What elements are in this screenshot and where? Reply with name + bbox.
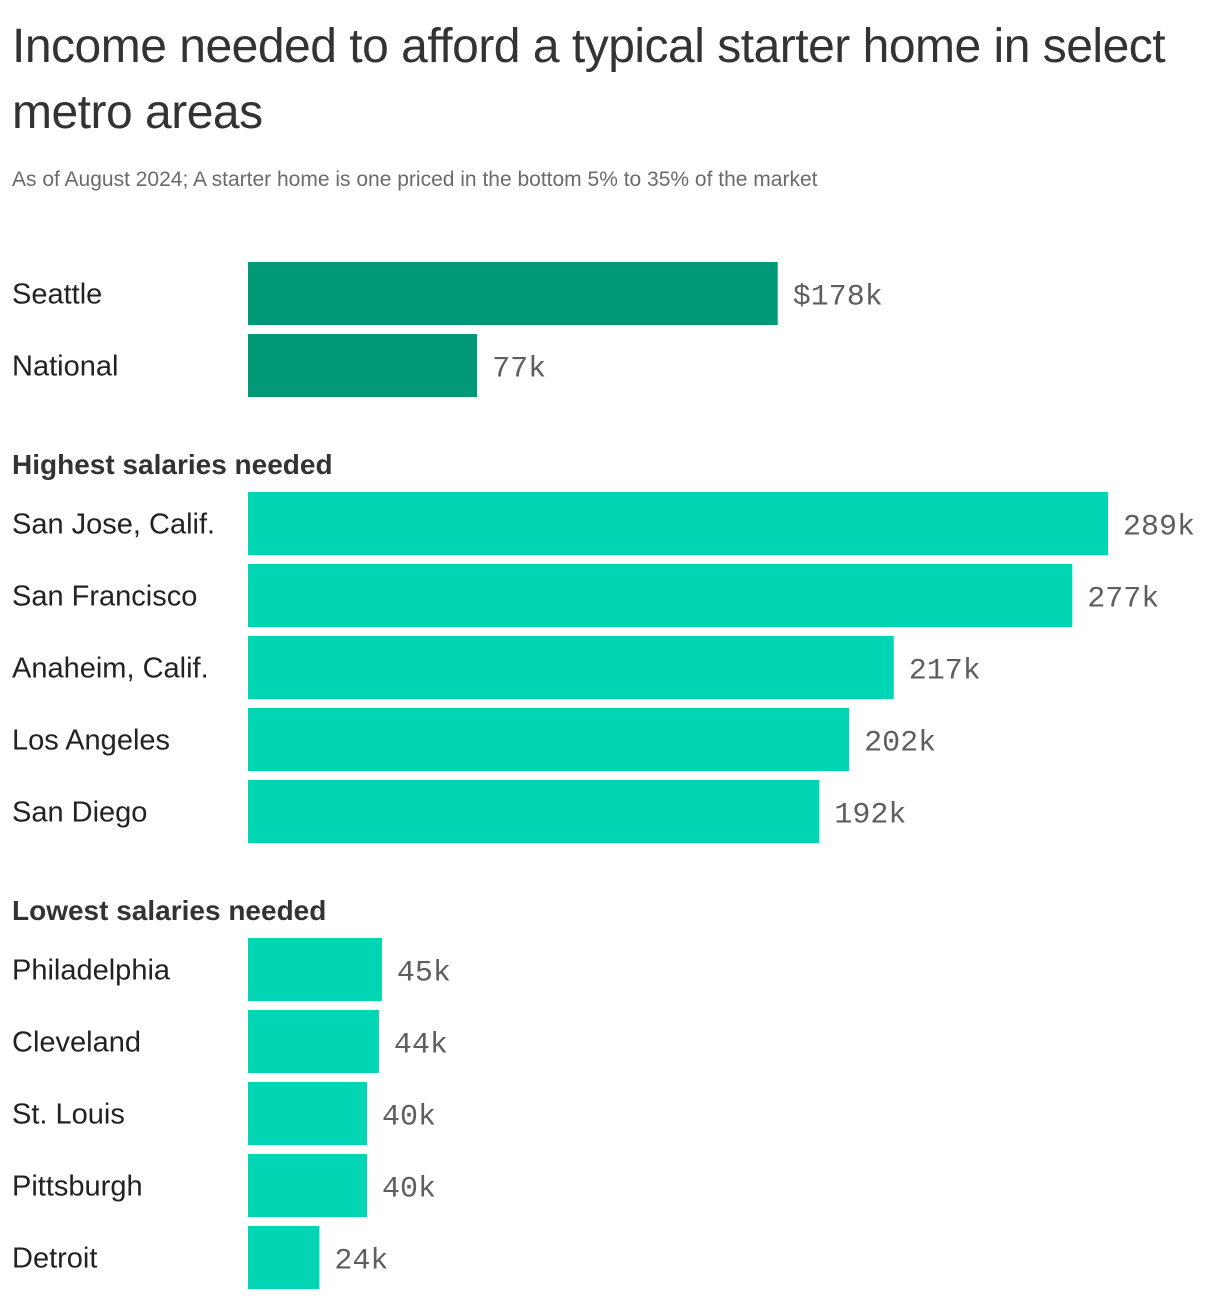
bar [248,1082,368,1145]
bar [248,262,778,325]
bar [248,334,478,397]
value-label: 45k [397,957,451,991]
group-label: Lowest salaries needed [12,895,326,926]
bar [248,1010,379,1073]
bar [248,564,1073,627]
bar [248,938,382,1001]
bar [248,780,820,843]
chart-title: Income needed to afford a typical starte… [12,20,1166,139]
bar [248,1226,320,1289]
category-label: San Francisco [12,581,197,613]
value-label: 289k [1123,511,1195,545]
category-label: National [12,351,118,383]
group-label: Highest salaries needed [12,449,333,480]
value-label: 217k [909,655,981,689]
value-label: 40k [382,1173,436,1207]
value-label: 24k [334,1245,388,1279]
chart-subtitle: As of August 2024; A starter home is one… [12,168,818,191]
value-label: 202k [864,727,936,761]
value-label: 40k [382,1101,436,1135]
category-label: Los Angeles [12,725,170,757]
category-label: Anaheim, Calif. [12,653,209,685]
value-label: 277k [1087,583,1159,617]
category-label: San Diego [12,797,147,829]
category-label: Pittsburgh [12,1171,143,1203]
value-label: 77k [492,353,546,387]
category-label: Cleveland [12,1027,141,1059]
bar [248,708,850,771]
category-label: Seattle [12,279,102,311]
value-label: 44k [394,1029,448,1063]
category-label: Detroit [12,1243,97,1275]
category-label: Philadelphia [12,955,171,987]
bar [248,1154,368,1217]
value-label: $178k [793,281,883,315]
bar [248,636,894,699]
bar [248,492,1108,555]
category-label: St. Louis [12,1099,125,1131]
value-label: 192k [834,799,906,833]
category-label: San Jose, Calif. [12,509,215,541]
